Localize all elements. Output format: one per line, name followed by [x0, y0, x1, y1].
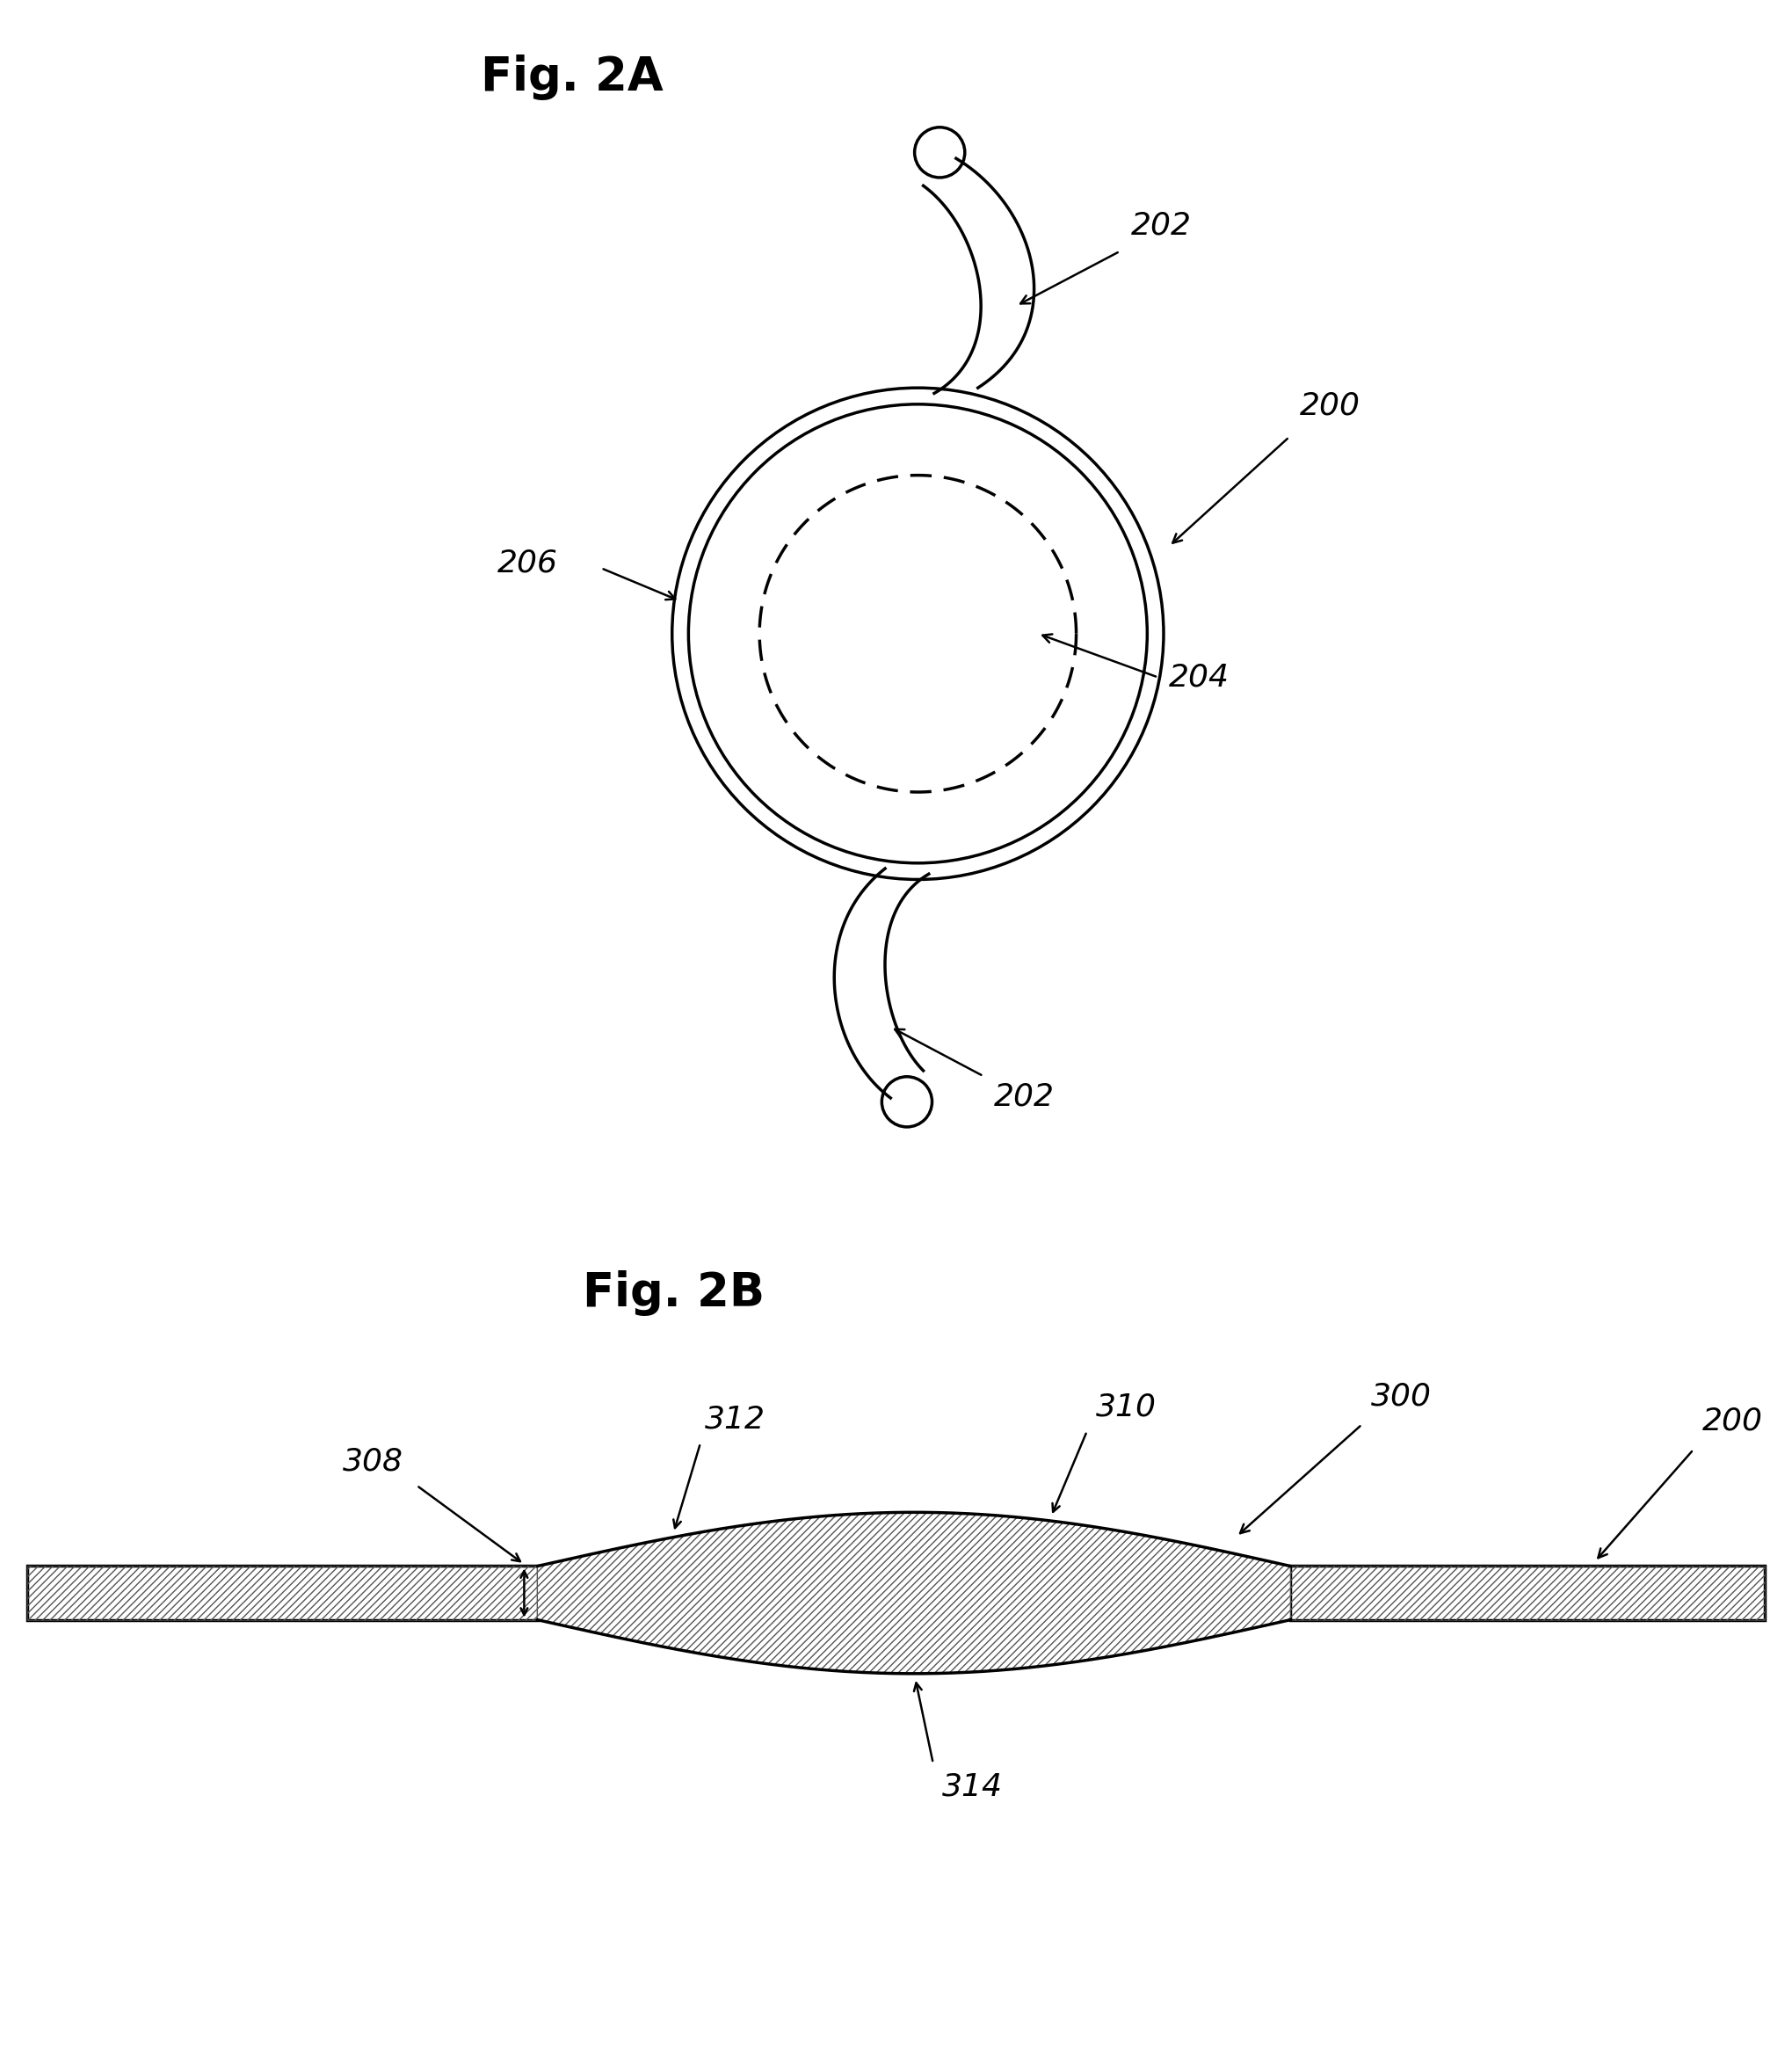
- Bar: [27, 1566, 538, 1620]
- Bar: [1290, 1566, 1765, 1620]
- Text: 204: 204: [1168, 663, 1229, 692]
- Text: 300: 300: [1371, 1382, 1432, 1411]
- Polygon shape: [538, 1513, 1290, 1674]
- Text: 314: 314: [943, 1772, 1004, 1803]
- Text: 308: 308: [342, 1446, 403, 1477]
- Bar: [27, 1566, 538, 1620]
- Text: Fig. 2B: Fig. 2B: [582, 1270, 765, 1316]
- Text: 206: 206: [498, 547, 557, 578]
- Text: 312: 312: [704, 1405, 765, 1434]
- Text: 202: 202: [1131, 211, 1192, 240]
- Text: 310: 310: [1097, 1392, 1156, 1421]
- Text: 202: 202: [995, 1082, 1055, 1111]
- Circle shape: [914, 126, 964, 178]
- Bar: [1290, 1566, 1765, 1620]
- Text: 200: 200: [1301, 392, 1360, 421]
- Text: 200: 200: [1702, 1407, 1763, 1436]
- Text: Fig. 2A: Fig. 2A: [480, 54, 663, 99]
- Circle shape: [882, 1077, 932, 1127]
